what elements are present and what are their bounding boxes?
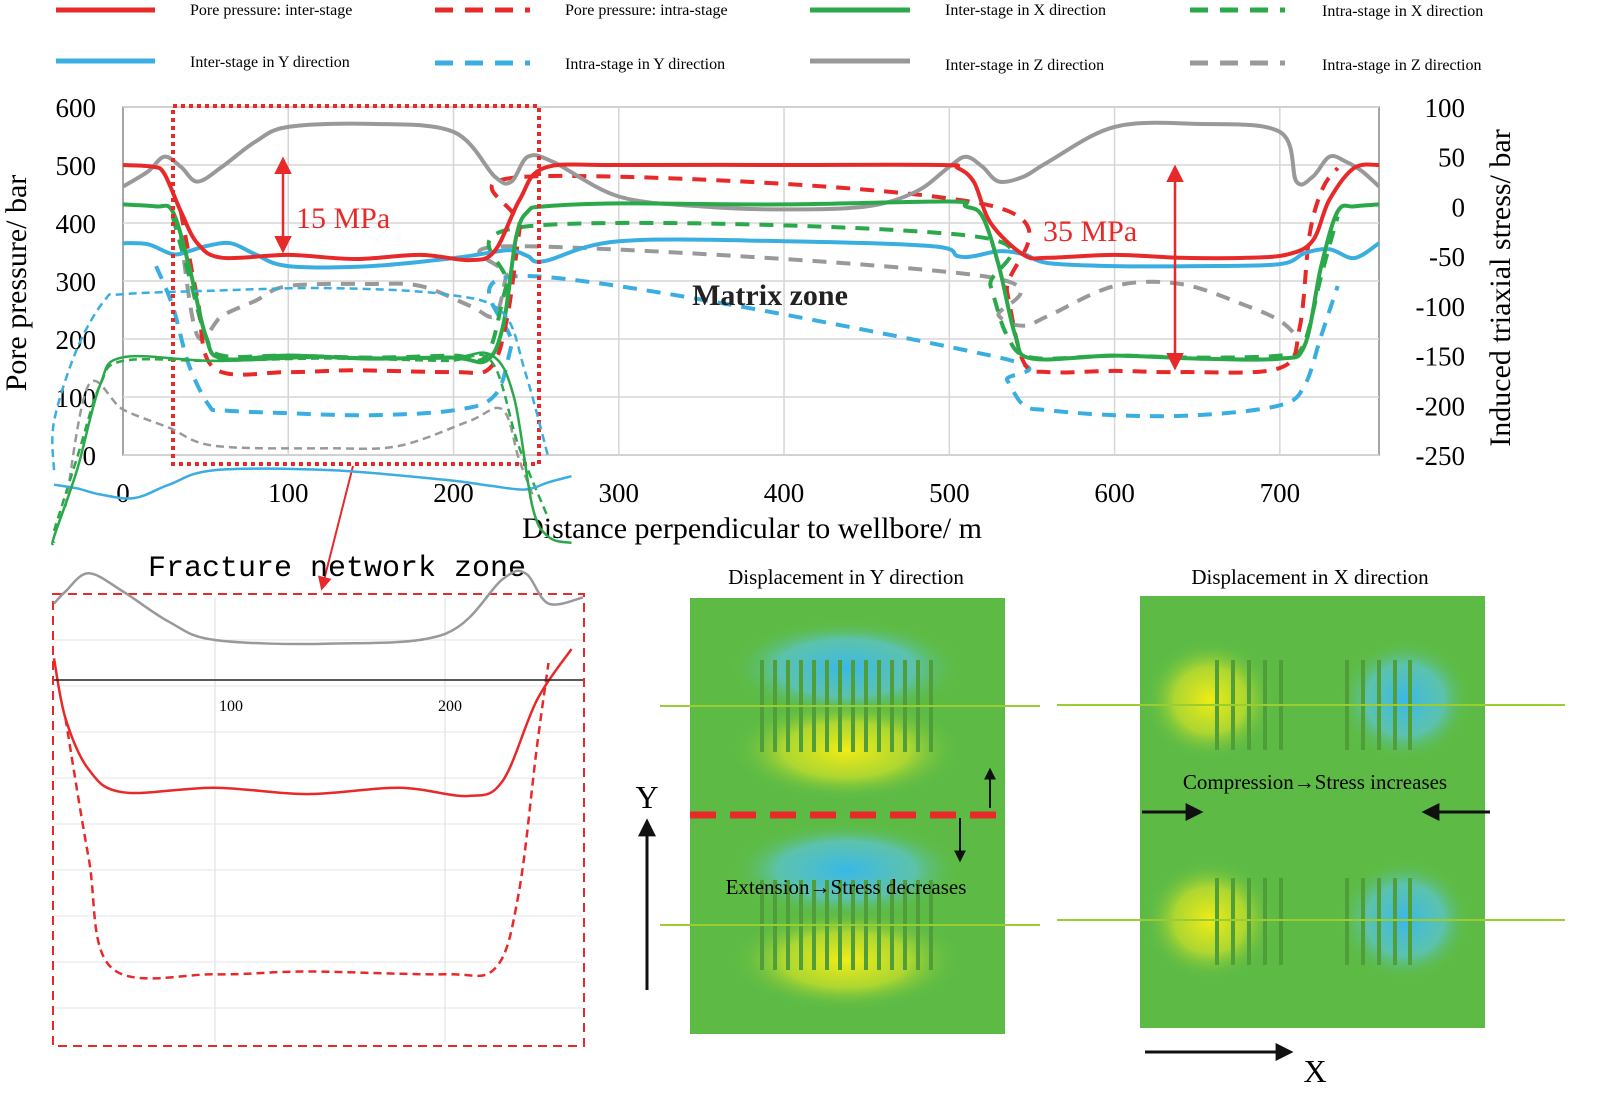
y-right-tick-label: 50 (1438, 143, 1465, 173)
series-line-x-inter (122, 199, 1380, 365)
legend-label: Intra-stage in X direction (1322, 3, 1483, 20)
legend-label: Inter-stage in Z direction (945, 57, 1104, 74)
compression-note: Compression→Stress increases (1183, 770, 1447, 794)
inset-series-line-y-intra (51, 286, 550, 471)
inset-series (51, 286, 584, 980)
legend-label: Intra-stage in Z direction (1322, 57, 1482, 74)
x-tick-labels: 0 100 200 300 400 500 600 700 (116, 478, 1300, 508)
y-right-tick-label: -150 (1416, 342, 1466, 372)
inset-title: Fracture network zone (148, 552, 526, 586)
inset-tick-200: 200 (438, 698, 462, 715)
displacement-x-panel: Displacement in X direction Compression→… (1057, 565, 1565, 1089)
displacement-y-panel: Displacement in Y direction Y Extension→… (635, 565, 1040, 1034)
y-axis-letter: Y (635, 779, 658, 815)
fracture-zone-inset: Fracture network zone 100 200 (51, 286, 585, 1047)
y-left-tick-label: 600 (56, 93, 97, 123)
series-line-y-inter (122, 237, 1381, 270)
inset-series-line-x-intra (52, 353, 550, 532)
y-right-tick-label: -100 (1416, 292, 1466, 322)
y-left-tick-label: 0 (83, 441, 97, 471)
mpa-right-label: 35 MPa (1043, 215, 1137, 248)
x-tick-label: 700 (1260, 478, 1301, 508)
legend-item-y-inter: Inter-stage in Y direction (56, 54, 350, 71)
yellow-lobe (1145, 640, 1275, 760)
series-line-pp-inter (122, 162, 1380, 263)
legend: Pore pressure: inter-stage Pore pressure… (56, 2, 1483, 74)
x-tick-label: 400 (764, 478, 805, 508)
x-axis-label: Distance perpendicular to wellbore/ m (522, 512, 982, 545)
y-right-tick-label: -50 (1429, 242, 1465, 272)
legend-item-z-inter: Inter-stage in Z direction (810, 57, 1104, 74)
matrix-zone-label: Matrix zone (692, 279, 848, 312)
main-chart: 0 100 200 300 400 500 600 700 01002003004005006… (0, 93, 1517, 591)
inset-series-line-x-inter (51, 351, 572, 546)
y-right-axis-label: Induced triaxial stress/ bar (1484, 129, 1517, 446)
x-tick-label: 0 (116, 478, 130, 508)
y-right-tick-label: 0 (1452, 192, 1466, 222)
legend-label: Intra-stage in Y direction (565, 56, 725, 73)
y-right-tick-label: 100 (1425, 93, 1466, 123)
inset-series-line-pp-inter (52, 648, 573, 798)
y-right-tick-label: -200 (1416, 391, 1466, 421)
y-left-tick-label: 400 (56, 209, 97, 239)
legend-label: Inter-stage in Y direction (190, 54, 350, 71)
x-tick-label: 300 (599, 478, 640, 508)
x-tick-label: 500 (929, 478, 970, 508)
inset-tick-100: 100 (219, 698, 243, 715)
blue-lobe (1340, 640, 1470, 760)
legend-label: Pore pressure: intra-stage (565, 2, 728, 19)
extension-note: Extension→Stress decreases (726, 875, 967, 899)
x-tick-label: 100 (268, 478, 309, 508)
inset-series-line-y-inter (53, 467, 572, 500)
legend-item-pp-intra: Pore pressure: intra-stage (435, 2, 728, 19)
y-left-tick-label: 100 (56, 383, 97, 413)
legend-item-x-inter: Inter-stage in X direction (810, 2, 1106, 19)
x-tick-label: 600 (1094, 478, 1135, 508)
mpa-left-label: 15 MPa (296, 202, 390, 235)
legend-item-pp-inter: Pore pressure: inter-stage (56, 2, 352, 19)
inset-gridlines (54, 598, 583, 1042)
legend-label: Inter-stage in X direction (945, 2, 1106, 19)
legend-label: Pore pressure: inter-stage (190, 2, 352, 19)
fracture-zone-highlight (171, 104, 541, 466)
y-right-tick-labels: -250 -200 -150 -100 -50 0 50 100 (1416, 93, 1466, 471)
inset-frame (52, 593, 585, 1047)
legend-item-z-intra: Intra-stage in Z direction (1190, 57, 1482, 74)
y-right-tick-label: -250 (1416, 441, 1466, 471)
yellow-lobe (731, 700, 961, 800)
legend-item-x-intra: Intra-stage in X direction (1190, 3, 1483, 20)
legend-item-y-intra: Intra-stage in Y direction (435, 56, 725, 73)
blue-lobe (731, 822, 961, 918)
disp-y-title: Displacement in Y direction (728, 565, 964, 589)
y-left-axis-label: Pore pressure/ bar (0, 175, 33, 392)
x-axis-letter: X (1303, 1053, 1326, 1089)
inset-series-line-z-inter (53, 569, 584, 646)
y-left-tick-label: 500 (56, 151, 97, 181)
disp-x-title: Displacement in X direction (1191, 565, 1429, 589)
y-left-tick-label: 300 (56, 267, 97, 297)
inset-series-line-pp-intra (64, 662, 550, 980)
series-line-pp-intra (178, 166, 1340, 377)
series-group (121, 120, 1381, 419)
zoom-pointer-arrow (317, 465, 354, 591)
series-line-z-inter (121, 120, 1381, 212)
